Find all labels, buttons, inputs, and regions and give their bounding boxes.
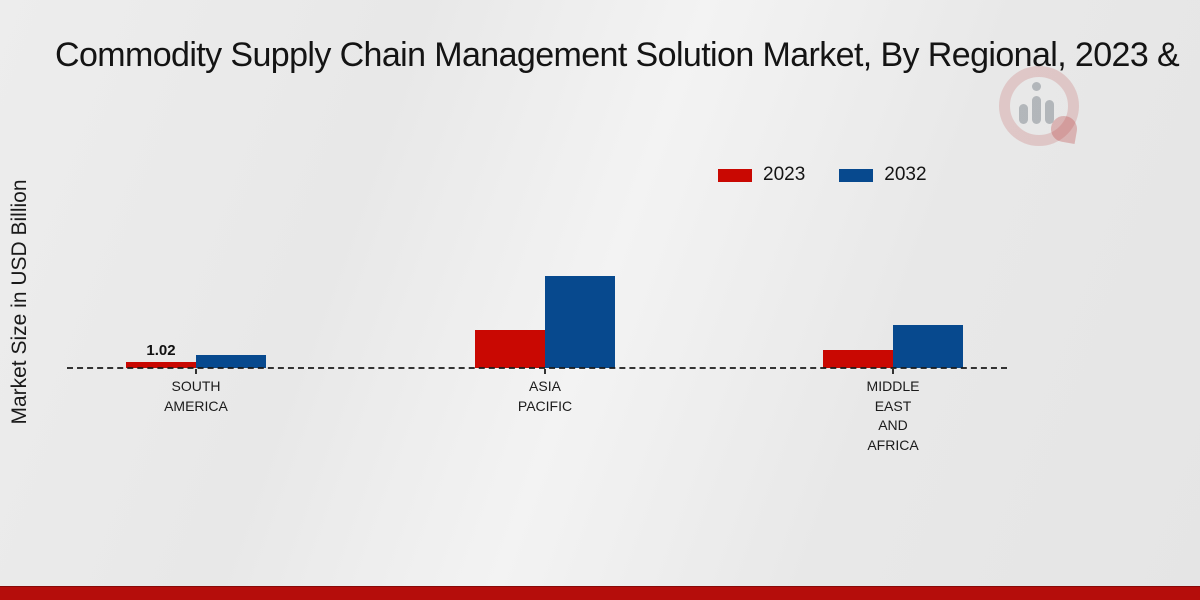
footer-stripe <box>0 586 1200 600</box>
legend-item-2023: 2023 <box>718 164 805 186</box>
axis-tick <box>892 369 894 374</box>
legend-label-2032: 2032 <box>884 164 927 185</box>
watermark-dot-icon <box>1032 82 1041 91</box>
watermark-bar-chart-icon <box>1045 100 1054 124</box>
watermark-circle-icon <box>999 66 1079 146</box>
category-label-asia-pacific: ASIA PACIFIC <box>517 378 573 414</box>
legend-label-2023: 2023 <box>763 164 806 185</box>
bar-2032-middle-east-and-africa <box>893 325 963 368</box>
legend-swatch-2023-icon <box>718 168 752 182</box>
axis-tick <box>544 369 546 374</box>
watermark-bar-chart-icon <box>1032 96 1041 124</box>
category-label-south-america: SOUTH AMERICA <box>164 378 228 414</box>
bar-value-label: 1.02 <box>146 342 176 359</box>
axis-tick <box>195 369 197 374</box>
y-axis-label: Market Size in USD Billion <box>8 179 31 425</box>
legend: 2023 2032 <box>718 164 927 186</box>
watermark-bar-chart-icon <box>1019 104 1028 124</box>
bar-2023-asia-pacific <box>475 330 545 368</box>
chart-title: Commodity Supply Chain Management Soluti… <box>55 36 1180 74</box>
zero-baseline <box>67 367 1007 369</box>
bar-2023-south-america <box>126 362 196 368</box>
bar-2032-asia-pacific <box>545 276 615 368</box>
brand-watermark-logo <box>995 58 1081 148</box>
legend-swatch-2032-icon <box>839 168 874 182</box>
bar-2023-middle-east-and-africa <box>823 350 893 368</box>
category-label-middle-east-and-africa: MIDDLE EAST AND AFRICA <box>866 378 920 453</box>
legend-item-2032: 2032 <box>839 164 927 186</box>
bar-2032-south-america <box>196 355 266 368</box>
